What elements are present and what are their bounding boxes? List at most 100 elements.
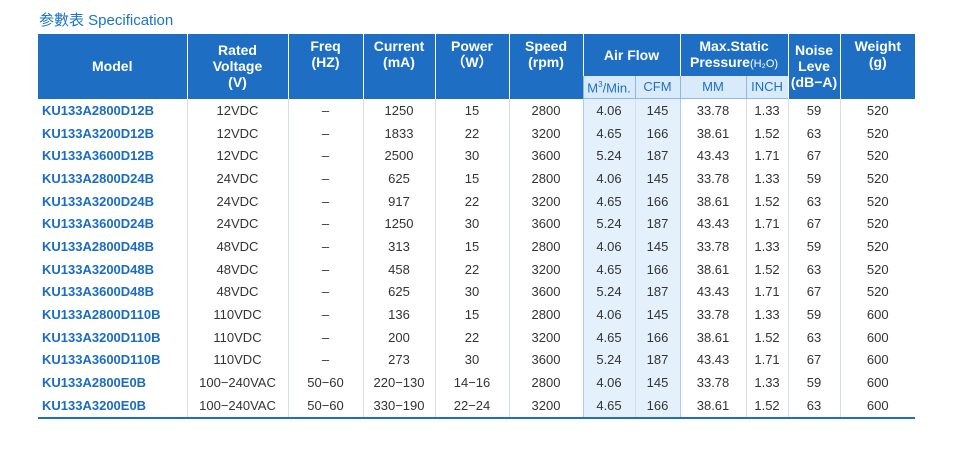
cell-pressure-mm: 38.61: [679, 121, 747, 145]
cell-airflow-cfm: 145: [634, 98, 681, 122]
cell-voltage: 12VDC: [186, 144, 288, 168]
cell-weight: 520: [839, 212, 916, 236]
subcol-inch: INCH: [745, 76, 789, 99]
cell-power: 22−24: [434, 393, 509, 419]
cell-pressure-mm: 43.43: [679, 212, 747, 236]
cell-pressure-mm: 38.61: [679, 257, 747, 281]
table-row: KU133A2800D48B 48VDC –313 15 2800 4.06 145 33.7…: [38, 235, 916, 258]
cell-power: 22: [434, 121, 509, 145]
cell-airflow-cfm: 145: [634, 235, 681, 258]
subcol-m3-sup: 3: [598, 80, 603, 90]
cell-model: KU133A3200D48B: [42, 261, 155, 277]
table-row: KU133A3200D110B 110VDC –200 22 3200 4.65 166 38…: [38, 325, 916, 349]
cell-current: 1250: [362, 98, 435, 122]
cell-power: 22: [434, 257, 509, 281]
cell-model: KU133A3200D110B: [42, 329, 161, 345]
cell-pressure-inch: 1.52: [745, 189, 789, 213]
cell-airflow-cfm: 166: [634, 393, 681, 419]
cell-model: KU133A3600D48B: [42, 284, 155, 300]
cell-voltage: 100−240VAC: [186, 371, 288, 394]
cell-freq: 50−60: [287, 371, 363, 394]
cell-noise: 63: [787, 257, 841, 281]
subcol-m3-tail: /Min.: [602, 80, 631, 96]
cell-pressure-mm: 33.78: [679, 98, 747, 122]
cell-speed: 3200: [508, 121, 583, 145]
cell-power: 30: [434, 348, 509, 372]
col-noise-line2: Leve: [798, 58, 830, 75]
cell-airflow-m3: 4.65: [582, 121, 635, 145]
cell-pressure-mm: 43.43: [679, 280, 747, 304]
subcol-m3-min: M3/Min.: [582, 76, 635, 99]
table-row: KU133A2800D110B 110VDC –136 15 2800 4.06 145 33…: [38, 303, 916, 326]
cell-model: KU133A3200E0B: [38, 393, 187, 419]
cell-weight: 520: [839, 189, 916, 213]
cell-voltage: 48VDC: [186, 235, 288, 258]
cell-weight: 520: [839, 280, 916, 304]
cell-power: 22: [434, 189, 509, 213]
cell-pressure-inch: 1.71: [745, 212, 789, 236]
cell-pressure-mm: 43.43: [679, 144, 747, 168]
cell-airflow-cfm: 187: [634, 280, 681, 304]
cell-pressure-inch: 1.52: [745, 325, 789, 349]
cell-freq: –: [287, 257, 363, 281]
cell-power: 15: [434, 235, 509, 258]
cell-noise: 67: [787, 348, 841, 372]
cell-airflow-m3: 4.06: [582, 303, 635, 326]
subcol-m3-base: M: [587, 80, 599, 96]
cell-speed: 3200: [508, 257, 583, 281]
col-power-line1: Power: [450, 38, 493, 54]
cell-freq: 50−60: [287, 393, 363, 419]
cell-airflow-m3: 5.24: [582, 348, 635, 372]
col-noise: Noise Leve (dB−A): [787, 34, 841, 99]
cell-voltage: 24VDC: [186, 189, 288, 213]
cell-power: 30: [434, 144, 509, 168]
cell-voltage: 48VDC: [186, 257, 288, 281]
cell-model: KU133A3600D24B: [42, 216, 155, 232]
cell-freq: –: [287, 98, 363, 122]
col-voltage-line2: Voltage: [212, 58, 263, 75]
cell-speed: 3200: [508, 189, 583, 213]
cell-freq: –: [287, 280, 363, 304]
cell-airflow-m3: 4.06: [582, 98, 635, 122]
cell-airflow-cfm: 187: [634, 212, 681, 236]
col-noise-line1: Noise: [794, 42, 834, 59]
cell-weight: 520: [839, 144, 916, 168]
cell-model: KU133A2800D110B: [42, 307, 161, 323]
cell-power: 14−16: [434, 371, 509, 394]
cell-airflow-cfm: 187: [634, 144, 681, 168]
cell-current: 1833: [362, 121, 435, 145]
col-voltage-line1: Rated: [218, 42, 257, 59]
cell-power: 30: [434, 212, 509, 236]
cell-weight: 520: [839, 121, 916, 145]
cell-airflow-cfm: 166: [634, 257, 681, 281]
spec-table: Model Rated Voltage (V) Freq (HZ) Curren…: [38, 34, 916, 419]
cell-power: 15: [434, 303, 509, 326]
subcol-cfm: CFM: [634, 76, 681, 99]
col-freq-line1: Freq: [310, 38, 341, 54]
cell-current: 1250: [362, 212, 435, 236]
cell-airflow-cfm: 145: [634, 371, 681, 394]
col-model: Model: [38, 34, 187, 99]
col-power: Power （W）: [434, 34, 509, 99]
col-pressure-unit: (H₂O): [749, 58, 779, 70]
col-weight-line2: (g): [868, 54, 887, 70]
cell-airflow-m3: 5.24: [582, 144, 635, 168]
subcol-mm: MM: [679, 76, 747, 99]
cell-speed: 3200: [508, 393, 583, 419]
cell-weight: 600: [839, 348, 916, 372]
col-power-line2: （W）: [451, 54, 493, 70]
table-row: KU133A3600D24B 24VDC –1250 30 3600 5.24 187 43.…: [38, 212, 916, 236]
cell-noise: 63: [787, 121, 841, 145]
table-row: KU133A3600D48B 48VDC –625 30 3600 5.24 187 43.4…: [38, 280, 916, 304]
cell-speed: 3600: [508, 212, 583, 236]
cell-noise: 63: [787, 325, 841, 349]
cell-power: 30: [434, 280, 509, 304]
cell-freq: –: [287, 235, 363, 258]
cell-airflow-cfm: 187: [634, 348, 681, 372]
cell-freq: –: [287, 189, 363, 213]
cell-voltage: 24VDC: [186, 212, 288, 236]
cell-speed: 3600: [508, 144, 583, 168]
table-body: KU133A2800D12B 12VDC –1250 15 2800 4.06 145 33.…: [38, 98, 916, 419]
cell-current: 220−130: [362, 371, 435, 394]
cell-airflow-m3: 5.24: [582, 212, 635, 236]
